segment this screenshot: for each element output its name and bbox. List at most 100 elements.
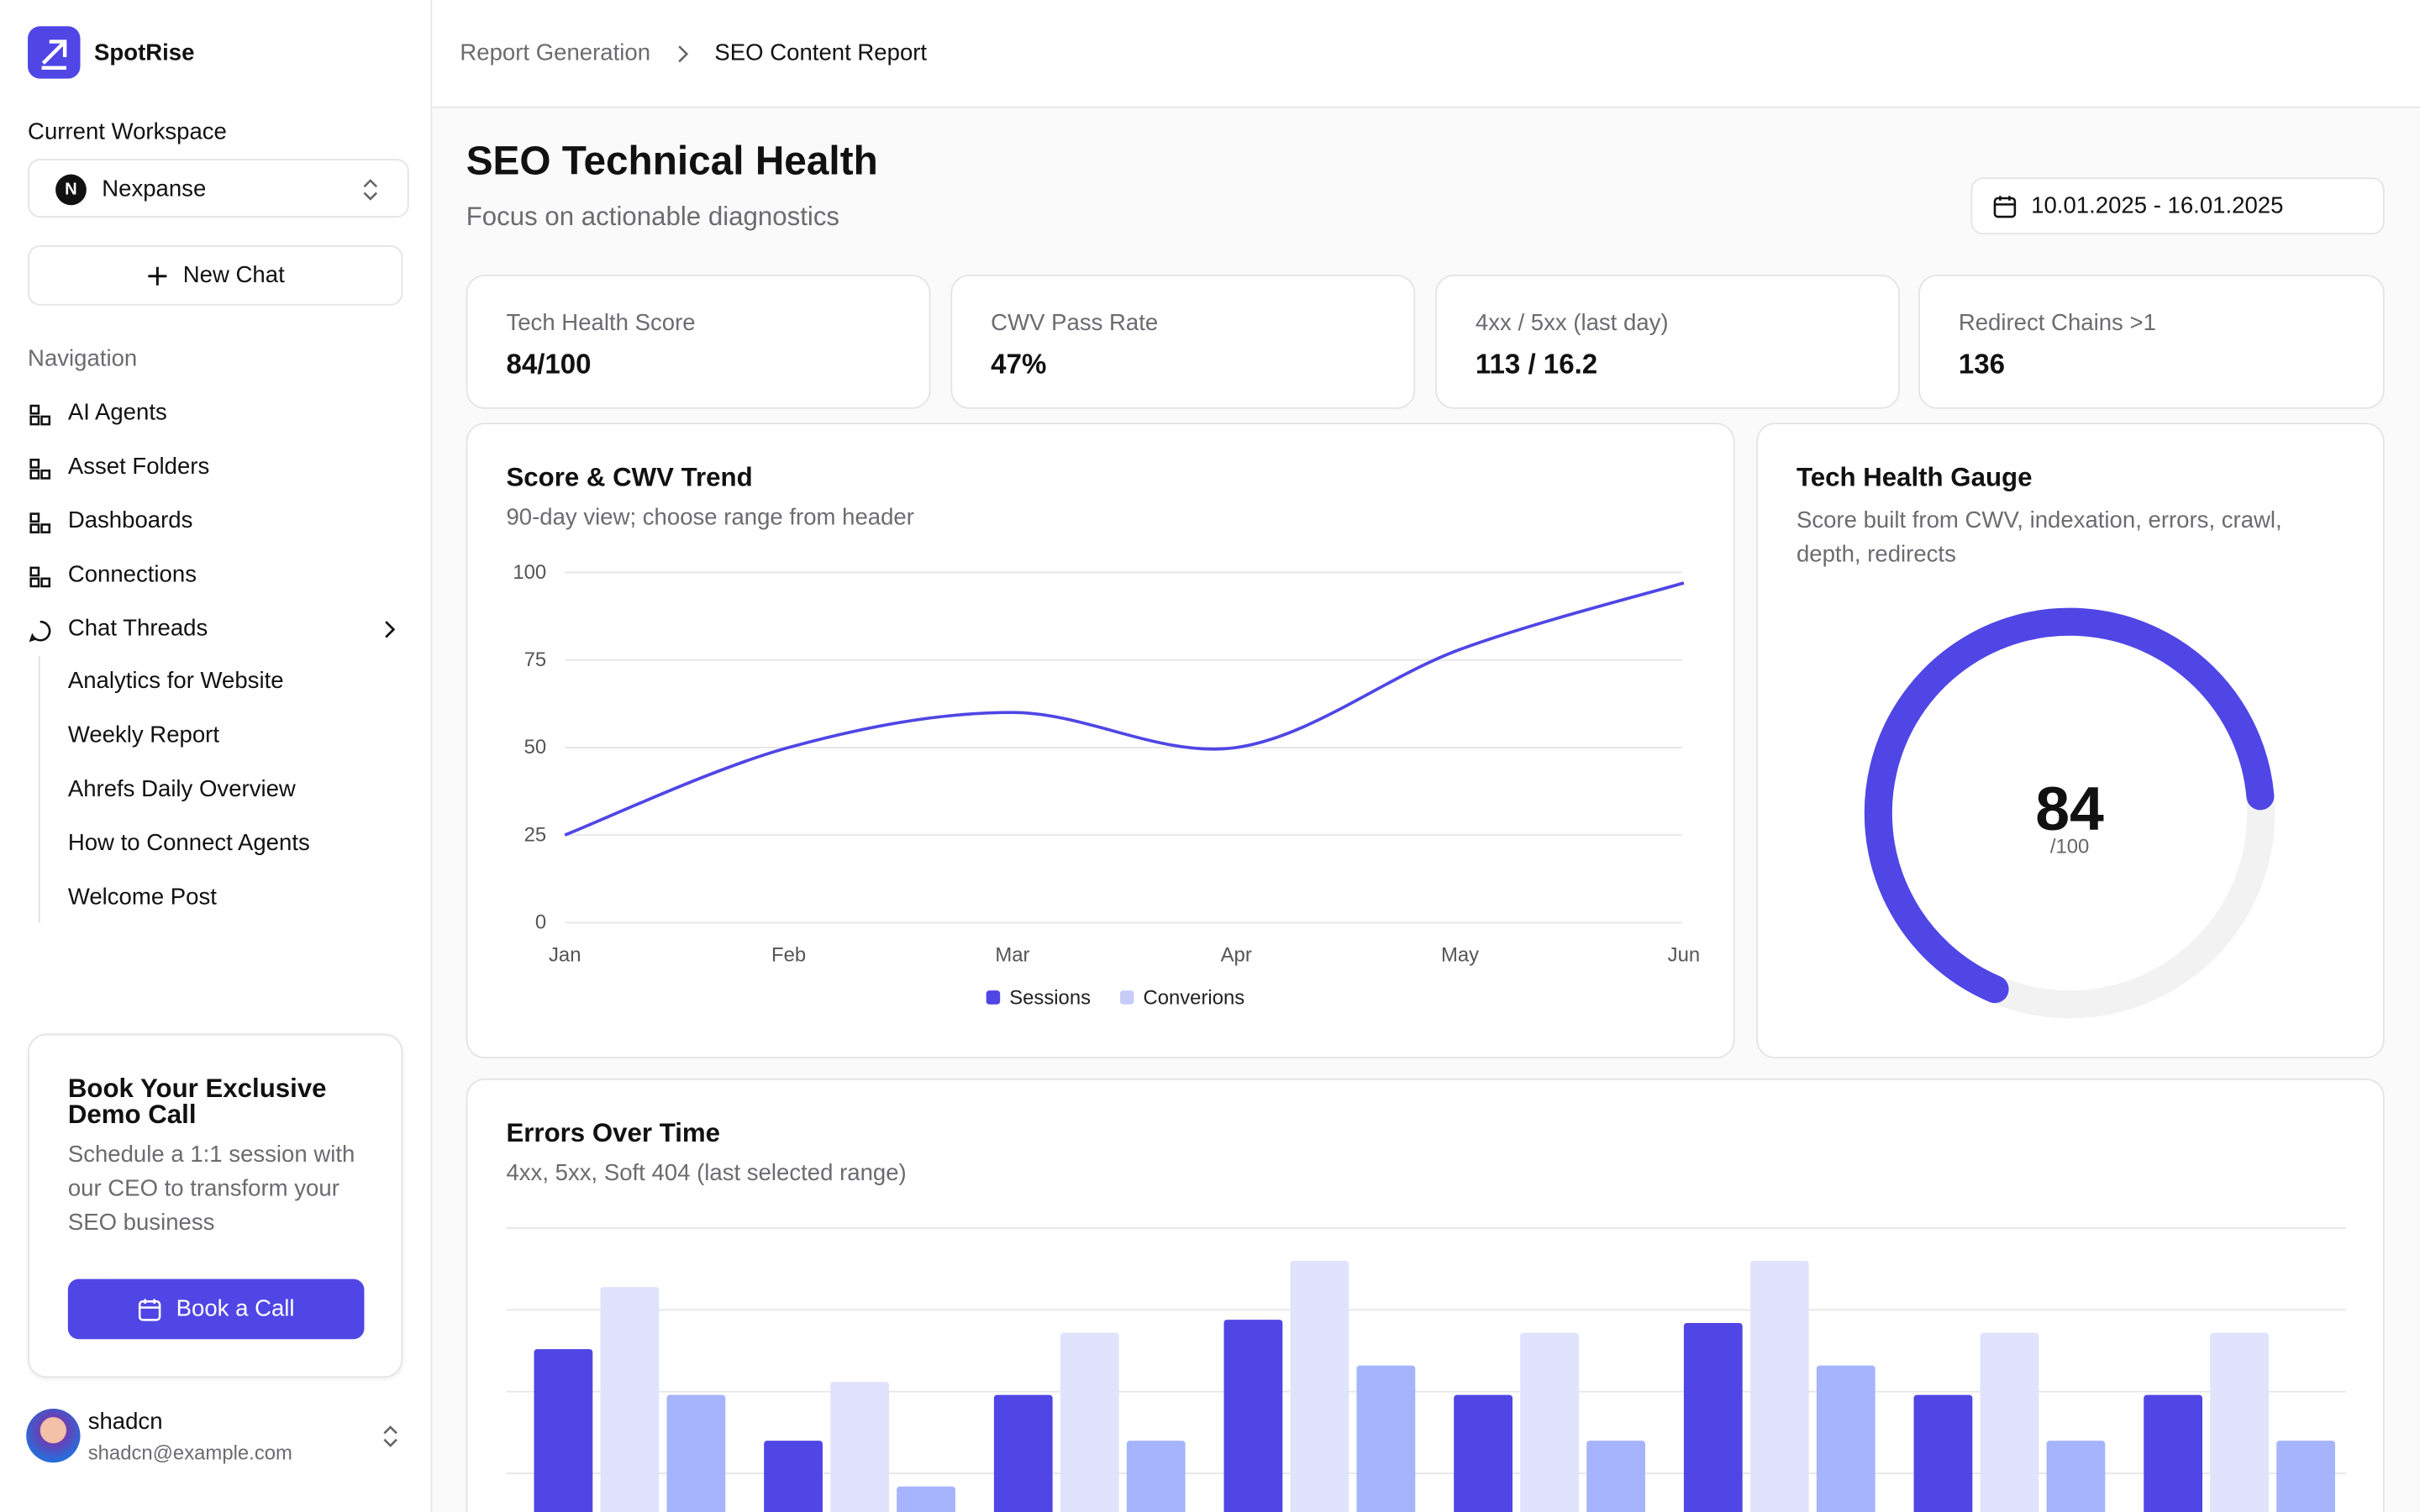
book-call-button[interactable]: Book a Call — [67, 1278, 365, 1340]
y-tick-label: 100 — [513, 561, 546, 584]
x-tick-label: Apr — [1221, 943, 1252, 966]
thread-item[interactable]: Ahrefs Daily Overview — [67, 775, 296, 803]
legend-label: Converions — [1143, 987, 1244, 1010]
user-name: shadcn — [87, 1408, 163, 1436]
thread-item[interactable]: How to Connect Agents — [67, 830, 310, 857]
chart-title: Score & CWV Trend — [506, 463, 753, 492]
promo-title: Book Your Exclusive Demo Call — [67, 1074, 327, 1130]
thread-item[interactable]: Weekly Report — [67, 722, 219, 748]
bar — [830, 1382, 889, 1512]
new-chat-button[interactable]: New Chat — [28, 245, 403, 306]
y-tick-label: 0 — [535, 911, 546, 934]
sidebar: SpotRise Current Workspace N Nexpanse Ne… — [0, 0, 433, 1512]
kpi-value: 136 — [1958, 349, 2006, 380]
bar — [1683, 1322, 1743, 1512]
bar — [1749, 1260, 1809, 1512]
kpi-label: Tech Health Score — [506, 310, 696, 337]
legend-swatch — [986, 990, 1001, 1005]
brand: SpotRise — [94, 39, 195, 66]
y-tick-label: 75 — [524, 648, 547, 671]
page-subtitle: Focus on actionable diagnostics — [466, 202, 840, 232]
bar — [2276, 1441, 2335, 1512]
bar — [1223, 1320, 1283, 1512]
kpi-value: 47% — [991, 349, 1047, 380]
nav-item[interactable]: Dashboards — [28, 507, 402, 538]
kpi-card: 4xx / 5xx (last day) 113 / 16.2 — [1435, 274, 1901, 409]
nav-item[interactable]: Asset Folders — [28, 454, 402, 485]
bar — [666, 1394, 726, 1512]
breadcrumb-link[interactable]: Report Generation — [460, 39, 651, 66]
x-tick-label: Jan — [549, 943, 581, 966]
date-picker[interactable]: 10.01.2025 - 16.01.2025 — [1970, 177, 2385, 235]
thread-item[interactable]: Analytics for Website — [67, 668, 284, 695]
gauge-value: 84 — [2035, 774, 2104, 843]
bar — [2144, 1394, 2203, 1512]
bar — [764, 1441, 823, 1512]
x-tick-label: Jun — [1668, 943, 1700, 966]
gauge-max: /100 — [2050, 836, 2089, 858]
bar — [1290, 1260, 1349, 1512]
bar — [600, 1287, 660, 1512]
nav-label: Dashboards — [67, 507, 193, 534]
chevron — [385, 621, 396, 638]
line — [564, 581, 1685, 837]
bar — [1913, 1394, 1973, 1512]
workspace-label: Current Workspace — [28, 118, 227, 145]
gauge-card: Tech Health Gauge Score built from CWV, … — [1756, 423, 2385, 1059]
date-range: 10.01.2025 - 16.01.2025 — [2031, 192, 2284, 219]
kpi-value: 113 / 16.2 — [1475, 349, 1598, 380]
nav-item[interactable]: Chat Threads — [28, 616, 402, 647]
nav-icon — [29, 620, 51, 643]
kpi-value: 84/100 — [506, 349, 592, 380]
promo-card: Book Your Exclusive Demo Call Schedule a… — [28, 1033, 403, 1378]
topbar: Report Generation SEO Content Report — [432, 0, 2420, 108]
chart-subtitle: 4xx, 5xx, Soft 404 (last selected range) — [506, 1160, 907, 1187]
thread-rail — [38, 655, 40, 923]
bar — [1586, 1441, 1645, 1512]
nav-title: Navigation — [28, 345, 138, 372]
breadcrumb-sep — [678, 45, 689, 63]
x-tick-label: Feb — [771, 943, 806, 966]
chart-subtitle: Score built from CWV, indexation, errors… — [1796, 507, 2282, 568]
trend-card: Score & CWV Trend 90-day view; choose ra… — [466, 423, 1735, 1059]
bar — [897, 1486, 955, 1512]
nav-label: Asset Folders — [67, 454, 210, 480]
workspace-select[interactable]: N Nexpanse — [28, 159, 409, 218]
gauge-arc — [1864, 607, 2275, 1004]
x-tick-label: May — [1441, 943, 1479, 966]
nav-label: Chat Threads — [67, 615, 208, 643]
bar — [2046, 1441, 2106, 1512]
chart-title: Errors Over Time — [506, 1118, 721, 1148]
nav-item[interactable]: Connections — [28, 562, 402, 593]
x-tick-label: Mar — [995, 943, 1029, 966]
bar — [993, 1394, 1053, 1512]
user-menu[interactable] — [380, 1424, 402, 1448]
bar — [534, 1349, 593, 1512]
avatar — [26, 1408, 81, 1463]
kpi-label: CWV Pass Rate — [991, 310, 1159, 337]
kpi-card: CWV Pass Rate 47% — [950, 274, 1416, 409]
breadcrumb-current: SEO Content Report — [714, 39, 928, 66]
nav-item[interactable]: AI Agents — [28, 400, 402, 431]
calendar-icon — [139, 1298, 161, 1320]
chart-subtitle: 90-day view; choose range from header — [506, 504, 914, 531]
kpi-label: 4xx / 5xx (last day) — [1475, 310, 1669, 337]
legend-swatch — [1119, 990, 1134, 1005]
user-email: shadcn@example.com — [87, 1441, 292, 1465]
y-tick-label: 25 — [524, 823, 547, 846]
bar — [1520, 1332, 1579, 1512]
select-icon — [363, 179, 378, 201]
nav-label: Connections — [67, 561, 197, 588]
nav-icon — [29, 566, 51, 588]
thread-item[interactable]: Welcome Post — [67, 884, 217, 911]
bar — [1454, 1394, 1512, 1512]
y-tick-label: 50 — [524, 736, 547, 759]
kpi-card: Tech Health Score 84/100 — [466, 274, 931, 409]
kpi-label: Redirect Chains >1 — [1958, 310, 2156, 337]
plus-icon — [147, 265, 166, 285]
nav-icon — [29, 459, 51, 480]
bar — [1816, 1365, 1876, 1512]
